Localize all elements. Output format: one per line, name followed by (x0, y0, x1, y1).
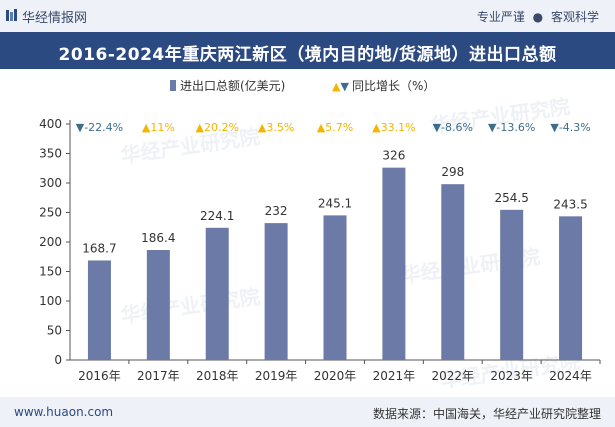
y-tick-label: 300 (39, 176, 62, 190)
growth-label: ▲5.7% (317, 121, 353, 134)
x-tick-label: 2019年 (255, 369, 298, 383)
bar (205, 227, 229, 360)
footer-source: 数据来源：中国海关，华经产业研究院整理 (372, 407, 601, 421)
bar (146, 250, 170, 360)
y-tick-label: 0 (54, 353, 62, 367)
chart-title: 2016-2024年重庆两江新区（境内目的地/货源地）进出口总额 (58, 45, 557, 65)
bar-value-label: 168.7 (82, 241, 116, 255)
growth-label: ▼-8.6% (433, 121, 473, 134)
triangle-up-icon: ▲ (332, 80, 341, 93)
growth-label: ▼-4.3% (550, 121, 590, 134)
bar-value-label: 232 (265, 204, 288, 218)
bar (500, 209, 524, 360)
y-tick-label: 150 (39, 265, 62, 279)
x-tick-label: 2017年 (137, 369, 180, 383)
growth-label: ▲33.1% (372, 121, 415, 134)
legend-bar-swatch (170, 80, 176, 91)
x-tick-label: 2024年 (549, 369, 592, 383)
bar-value-label: 254.5 (494, 191, 528, 205)
tagline-left: 专业严谨 (476, 10, 525, 24)
growth-label: ▲11% (142, 121, 175, 134)
tagline: 专业严谨 ● 客观科学 (477, 8, 599, 25)
x-tick-label: 2020年 (314, 369, 357, 383)
y-tick-label: 100 (39, 294, 62, 308)
bar-value-label: 243.5 (553, 197, 587, 211)
bar (87, 260, 111, 360)
bar-value-label: 298 (441, 165, 464, 179)
bar-value-label: 245.1 (318, 196, 352, 210)
x-tick-label: 2023年 (490, 369, 533, 383)
title-bar (0, 32, 615, 69)
tagline-right: 客观科学 (550, 10, 599, 24)
y-tick-label: 250 (39, 206, 62, 220)
growth-label: ▼-22.4% (76, 121, 123, 134)
bar-value-label: 224.1 (200, 209, 234, 223)
legend-growth-item: ▲▼ 同比增长（%） (332, 77, 435, 94)
brand-name: 华经情报网 (22, 11, 88, 26)
y-tick-label: 200 (39, 235, 62, 249)
legend-bar-item: 进出口总额(亿美元) (170, 77, 285, 94)
y-tick-label: 400 (39, 117, 62, 131)
legend-growth-label: 同比增长（%） (351, 79, 436, 93)
x-tick-label: 2022年 (432, 369, 475, 383)
bar (264, 223, 288, 360)
y-tick-label: 350 (39, 147, 62, 161)
footer-bar (0, 397, 615, 427)
bar (323, 215, 347, 360)
bar (382, 167, 406, 360)
tagline-dot-icon: ● (532, 10, 544, 24)
growth-label: ▼-13.6% (488, 121, 535, 134)
brand-logo-icon (6, 9, 17, 21)
growth-label: ▲3.5% (258, 121, 294, 134)
triangle-down-icon: ▼ (340, 80, 349, 93)
bar-value-label: 326 (382, 149, 405, 163)
bar (441, 184, 465, 360)
chart-legend: 进出口总额(亿美元) ▲▼ 同比增长（%） (0, 77, 615, 95)
footer-website[interactable]: www.huaon.com (14, 405, 114, 419)
legend-bar-label: 进出口总额(亿美元) (180, 79, 286, 93)
header-bar (0, 0, 615, 32)
growth-label: ▲20.2% (196, 121, 239, 134)
x-tick-label: 2018年 (196, 369, 239, 383)
bar-value-label: 186.4 (141, 231, 175, 245)
x-tick-label: 2021年 (373, 369, 416, 383)
y-tick-label: 50 (47, 324, 62, 338)
bar (559, 216, 583, 360)
x-tick-label: 2016年 (78, 369, 121, 383)
